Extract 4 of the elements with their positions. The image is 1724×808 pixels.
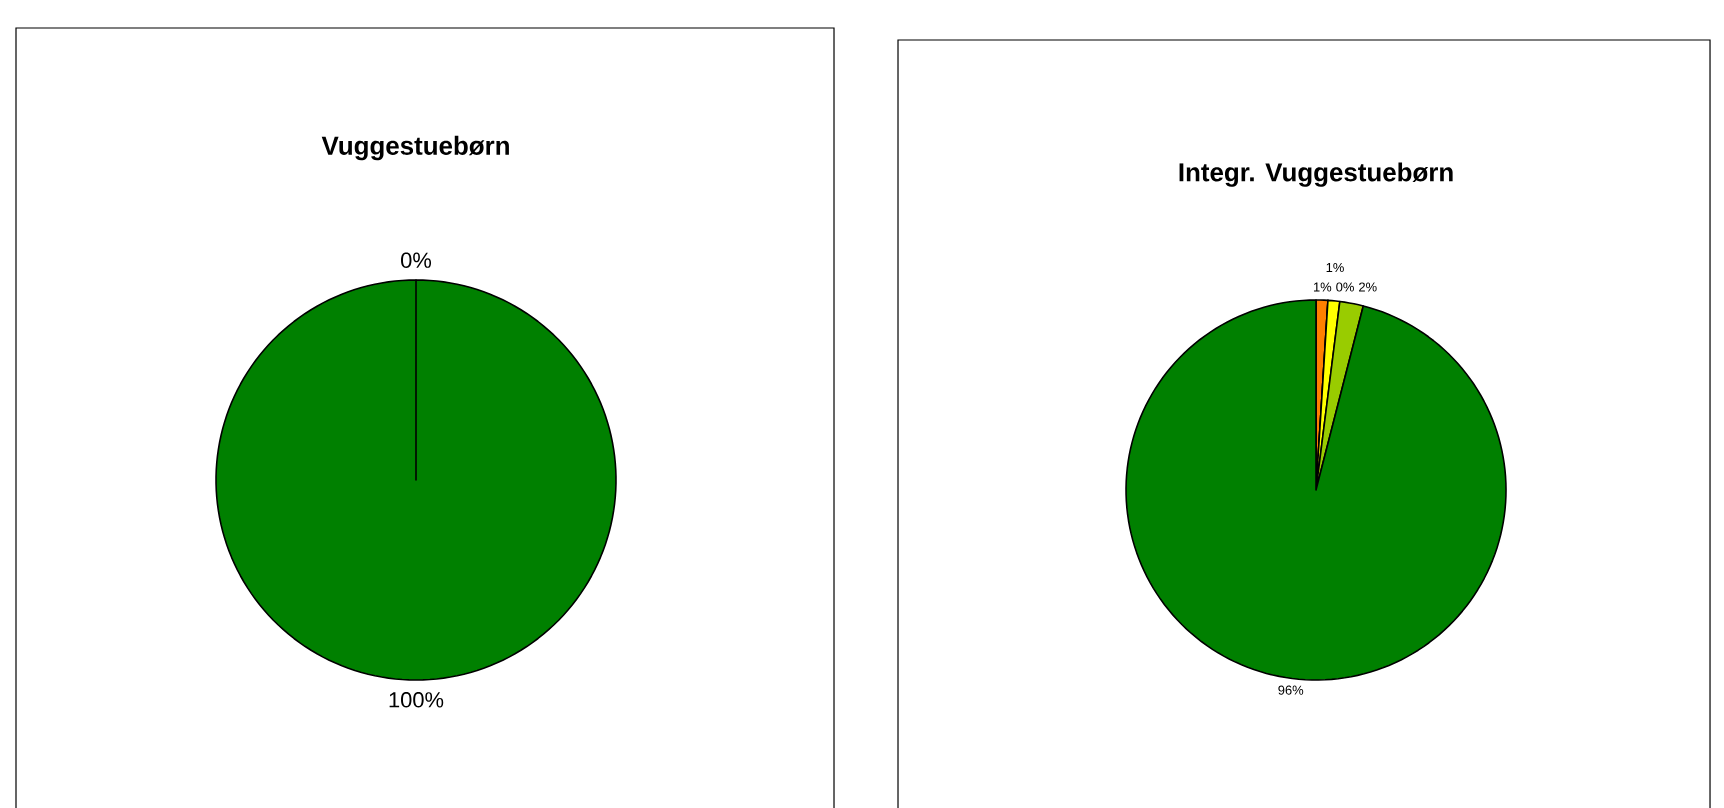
text: 0% — [401, 252, 432, 268]
data-label: 100% — [389, 692, 444, 708]
chart-title: Vuggestuebørn — [321, 135, 509, 161]
chart-title: Integr. Vuggestuebørn — [1179, 162, 1453, 187]
